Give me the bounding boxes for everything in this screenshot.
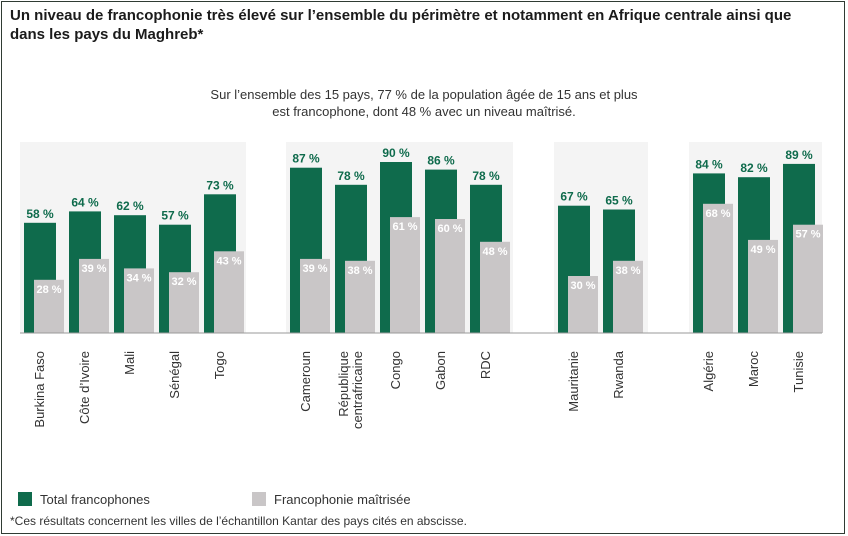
- data-label-maitrise: 49 %: [750, 244, 775, 256]
- data-label-total: 82 %: [740, 161, 768, 175]
- data-label-total: 89 %: [785, 148, 813, 162]
- data-label-total: 58 %: [26, 207, 54, 221]
- data-label-total: 86 %: [427, 154, 455, 168]
- data-label-total: 87 %: [292, 152, 320, 166]
- bar-maitrise: [435, 219, 465, 333]
- bar-chart: 58 % 28 % Burkina Faso 64 % 39 % Côte d’Ivoir…: [20, 142, 823, 429]
- tick-label: Gabon: [433, 351, 448, 390]
- data-label-maitrise: 38 %: [615, 265, 640, 277]
- bar-maitrise: [169, 272, 199, 333]
- tick-label: Algérie: [701, 351, 716, 391]
- tick-label: Tunisie: [791, 351, 806, 392]
- tick-label: RDC: [478, 351, 493, 379]
- tick-label: Sénégal: [167, 351, 182, 399]
- legend-swatch-maitrise: [252, 492, 266, 506]
- data-label-maitrise: 61 %: [392, 221, 417, 233]
- tick-label: Burkina Faso: [32, 351, 47, 428]
- bar-maitrise: [34, 279, 64, 333]
- data-label-total: 73 %: [206, 178, 234, 192]
- tick-label: République: [336, 351, 351, 417]
- data-label-maitrise: 68 %: [705, 208, 730, 220]
- tick-label: centrafricaine: [350, 351, 365, 429]
- chart-subtitle: Sur l’ensemble des 15 pays, 77 % de la p…: [0, 86, 848, 120]
- bar-maitrise: [300, 258, 330, 333]
- bar-maitrise: [79, 258, 109, 333]
- tick-label: Mauritanie: [566, 351, 581, 412]
- data-label-maitrise: 39 %: [81, 263, 106, 275]
- bar-maitrise: [480, 241, 510, 333]
- bar-maitrise: [390, 217, 420, 333]
- bar-maitrise: [793, 224, 823, 333]
- data-label-total: 78 %: [472, 169, 500, 183]
- data-label-maitrise: 32 %: [171, 276, 196, 288]
- data-label-maitrise: 57 %: [795, 229, 820, 241]
- data-label-maitrise: 60 %: [437, 223, 462, 235]
- tick-label: Congo: [388, 351, 403, 389]
- legend-label-maitrise: Francophonie maîtrisée: [274, 492, 411, 507]
- data-label-maitrise: 34 %: [126, 272, 151, 284]
- data-label-total: 64 %: [71, 195, 99, 209]
- subtitle-line-1: Sur l’ensemble des 15 pays, 77 % de la p…: [210, 87, 638, 102]
- data-label-maitrise: 30 %: [570, 280, 595, 292]
- tick-label: Mali: [122, 351, 137, 375]
- bar-maitrise: [568, 276, 598, 333]
- subtitle-line-2: est francophone, dont 48 % avec un nivea…: [272, 104, 576, 119]
- data-label-maitrise: 48 %: [482, 246, 507, 258]
- chart-title: Un niveau de francophonie très élevé sur…: [10, 7, 792, 43]
- tick-label: Côte d’Ivoire: [77, 351, 92, 424]
- data-label-maitrise: 28 %: [36, 284, 61, 296]
- data-label-total: 90 %: [382, 146, 410, 160]
- bar-maitrise: [345, 260, 375, 333]
- bar-maitrise: [703, 203, 733, 333]
- data-label-total: 62 %: [116, 199, 144, 213]
- data-label-total: 65 %: [605, 194, 633, 208]
- footnote: *Ces résultats concernent les villes de …: [10, 514, 467, 528]
- bar-maitrise: [124, 268, 154, 333]
- data-label-maitrise: 39 %: [302, 263, 327, 275]
- data-label-total: 78 %: [337, 169, 365, 183]
- tick-label: Maroc: [746, 351, 761, 388]
- legend-label-total: Total francophones: [40, 492, 150, 507]
- tick-label: Togo: [212, 351, 227, 379]
- legend-swatch-total: [18, 492, 32, 506]
- data-label-total: 57 %: [161, 209, 189, 223]
- tick-label: Cameroun: [298, 351, 313, 412]
- data-label-maitrise: 43 %: [216, 255, 241, 267]
- bar-maitrise: [748, 239, 778, 333]
- data-label-maitrise: 38 %: [347, 265, 372, 277]
- data-label-total: 84 %: [695, 157, 723, 171]
- tick-label: Rwanda: [611, 350, 626, 398]
- data-label-total: 67 %: [560, 190, 588, 204]
- bar-maitrise: [214, 251, 244, 333]
- bar-maitrise: [613, 260, 643, 333]
